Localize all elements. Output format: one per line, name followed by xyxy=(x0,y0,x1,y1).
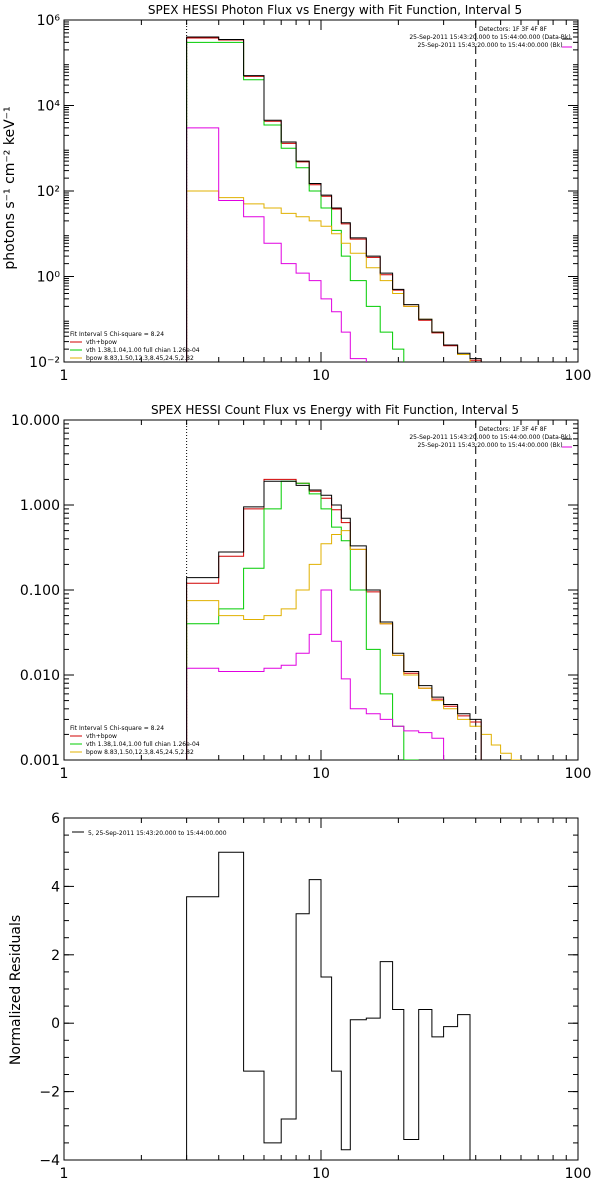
count-flux-series-vth xyxy=(186,480,419,760)
count-legend-bpow: bpow 8.83,1.50,12.3,8.45,24.5,2.82 xyxy=(86,749,194,756)
count-flux-y-tick-label: 10.000 xyxy=(11,413,60,429)
photon-legend-detectors: Detectors: 1F 3F 4F 8F xyxy=(479,26,548,33)
count-flux-series-bpow xyxy=(186,530,521,760)
photon-flux-series-total xyxy=(186,37,502,362)
photon-flux-x-tick-label: 100 xyxy=(565,368,592,384)
residuals-panel: Normalized Residuals 5, 25-Sep-2011 15:4… xyxy=(8,811,591,1182)
count-legend-bk: 25-Sep-2011 15:43:20.000 to 15:44:00.000… xyxy=(417,442,562,449)
residuals-y-tick-label: 6 xyxy=(51,811,60,827)
count-flux-y-tick-label: 0.010 xyxy=(20,668,60,684)
photon-flux-x-tick-label: 10 xyxy=(312,368,330,384)
photon-flux-y-tick-label: 10⁶ xyxy=(37,13,61,29)
count-legend-fit-interval: Fit Interval 5 Chi-square = 8.24 xyxy=(70,725,164,732)
photon-legend-vth: vth 1.38,1.04,1.00 full chian 1.26e-04 xyxy=(86,347,200,354)
photon-flux-title: SPEX HESSI Photon Flux vs Energy with Fi… xyxy=(148,3,522,17)
residuals-y-tick-label: 4 xyxy=(51,879,60,895)
photon-legend-total: vth+bpow xyxy=(86,339,117,346)
count-flux-x-tick-label: 10 xyxy=(312,766,330,782)
photon-flux-y-tick-label: 10⁰ xyxy=(37,270,61,286)
count-legend-total: vth+bpow xyxy=(86,733,117,740)
count-legend-vth: vth 1.38,1.04,1.00 full chian 1.26e-04 xyxy=(86,741,200,748)
residuals-x-tick-label: 100 xyxy=(565,1166,592,1182)
count-flux-x-tick-label: 100 xyxy=(565,766,592,782)
photon-flux-series-bk xyxy=(186,127,367,362)
photon-flux-y-tick-label: 10² xyxy=(37,184,60,200)
count-flux-x-tick-label: 1 xyxy=(60,766,69,782)
count-flux-panel: SPEX HESSI Count Flux vs Energy with Fit… xyxy=(11,403,591,782)
residuals-series-data xyxy=(186,851,482,1160)
photon-legend-bk: 25-Sep-2011 15:43:20.000 to 15:44:00.000… xyxy=(417,42,562,49)
count-flux-series-bk xyxy=(186,589,445,760)
photon-legend-data-bk: 25-Sep-2011 15:43:20.000 to 15:44:00.000… xyxy=(409,34,570,41)
residuals-y-tick-label: −4 xyxy=(39,1153,60,1169)
residuals-x-tick-label: 10 xyxy=(312,1166,330,1182)
count-flux-y-tick-label: 0.001 xyxy=(20,753,60,769)
residuals-y-tick-label: 0 xyxy=(51,1016,60,1032)
photon-flux-y-tick-label: 10⁴ xyxy=(37,99,61,115)
photon-flux-panel: SPEX HESSI Photon Flux vs Energy with Fi… xyxy=(2,3,591,384)
count-flux-y-tick-label: 0.100 xyxy=(20,583,60,599)
count-flux-title: SPEX HESSI Count Flux vs Energy with Fit… xyxy=(151,403,519,417)
photon-flux-y-tick-label: 10⁻² xyxy=(29,355,60,371)
residuals-y-tick-label: 2 xyxy=(51,948,60,964)
photon-flux-series-vth xyxy=(186,41,433,362)
photon-flux-series-bpow xyxy=(186,190,471,362)
count-flux-series-total xyxy=(186,478,482,760)
photon-legend-fit-interval: Fit Interval 5 Chi-square = 8.24 xyxy=(70,331,164,338)
count-flux-y-tick-label: 1.000 xyxy=(20,498,60,514)
photon-flux-series-data xyxy=(186,36,502,362)
photon-flux-ylabel: photons s⁻¹ cm⁻² keV⁻¹ xyxy=(2,106,18,269)
residuals-x-tick-label: 1 xyxy=(60,1166,69,1182)
count-flux-series-data xyxy=(186,480,482,760)
residuals-ylabel: Normalized Residuals xyxy=(8,915,24,1065)
residuals-legend: 5, 25-Sep-2011 15:43:20.000 to 15:44:00.… xyxy=(88,830,227,837)
residuals-plot-frame xyxy=(63,817,579,1161)
residuals-y-tick-label: −2 xyxy=(39,1085,60,1101)
photon-legend-bpow: bpow 8.83,1.50,12.3,8.45,24.5,2.82 xyxy=(86,355,194,362)
count-legend-detectors: Detectors: 1F 3F 4F 8F xyxy=(479,426,548,433)
photon-flux-x-tick-label: 1 xyxy=(60,368,69,384)
count-legend-data-bk: 25-Sep-2011 15:43:20.000 to 15:44:00.000… xyxy=(409,434,570,441)
